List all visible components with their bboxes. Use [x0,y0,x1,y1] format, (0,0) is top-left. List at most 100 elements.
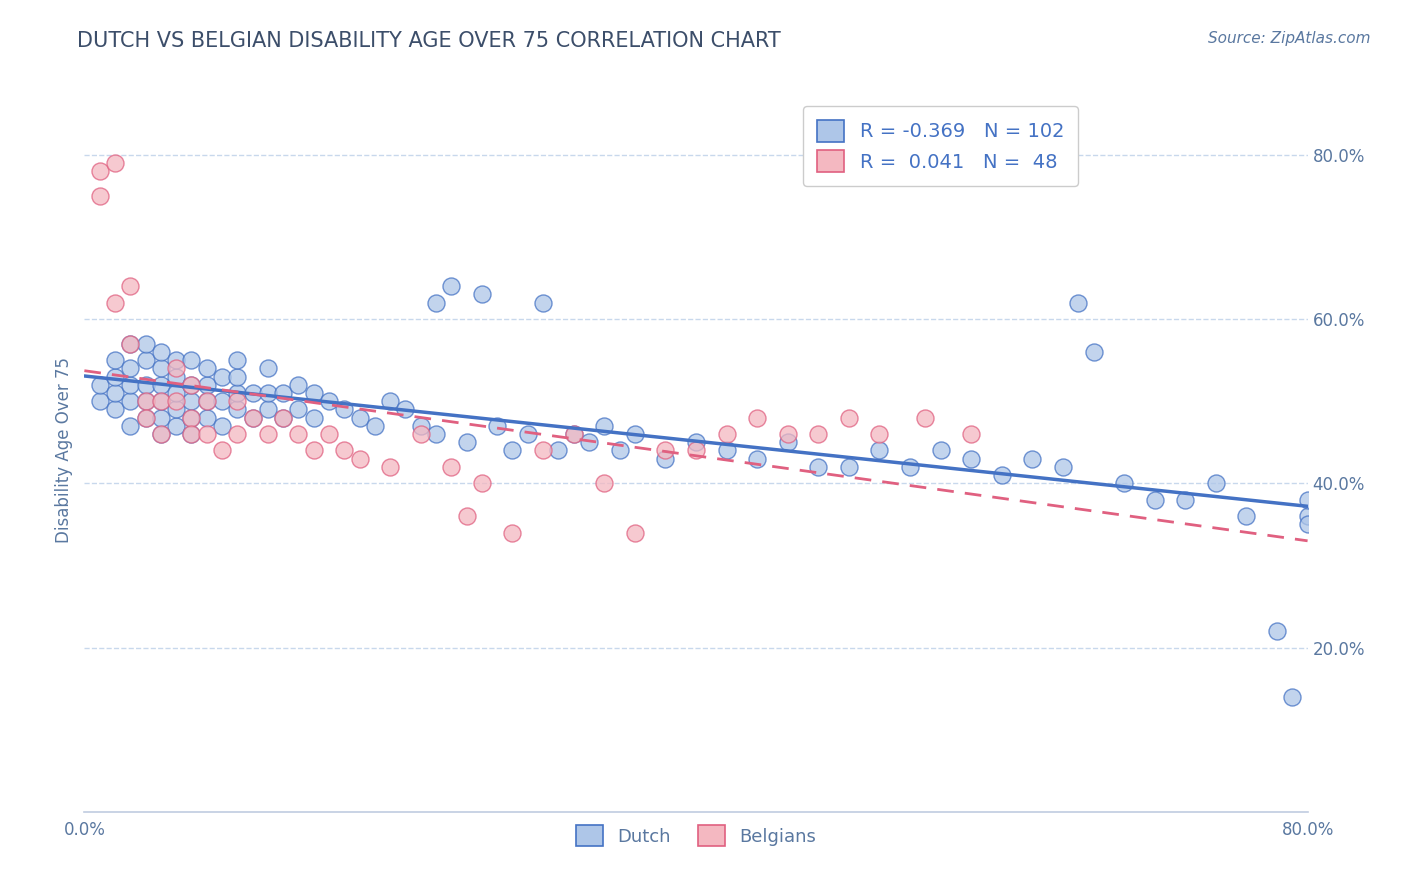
Point [747,410,769,425]
Point [440,279,463,293]
Point [869,427,891,442]
Point [149,361,172,376]
Point [914,410,936,425]
Point [302,410,325,425]
Point [394,402,416,417]
Point [456,509,478,524]
Point [302,386,325,401]
Point [242,386,264,401]
Point [180,394,202,409]
Point [120,336,142,351]
Point [195,427,218,442]
Point [516,427,538,442]
Point [502,525,524,540]
Point [531,295,554,310]
Point [1296,492,1319,507]
Point [1114,476,1136,491]
Text: Source: ZipAtlas.com: Source: ZipAtlas.com [1208,31,1371,46]
Point [180,410,202,425]
Point [89,164,111,178]
Point [120,279,142,293]
Point [287,427,309,442]
Point [380,459,402,474]
Point [195,410,218,425]
Point [562,427,585,442]
Point [180,377,202,392]
Point [104,295,127,310]
Point [562,427,585,442]
Point [242,410,264,425]
Point [716,443,738,458]
Point [486,418,509,433]
Point [135,336,157,351]
Point [1296,517,1319,532]
Point [807,459,830,474]
Point [149,410,172,425]
Point [135,394,157,409]
Point [1174,492,1197,507]
Point [195,394,218,409]
Point [104,369,127,384]
Point [349,410,371,425]
Point [960,451,983,466]
Point [89,189,111,203]
Point [747,451,769,466]
Point [287,402,309,417]
Point [180,353,202,368]
Point [242,410,264,425]
Point [180,410,202,425]
Point [165,353,187,368]
Point [226,427,249,442]
Point [257,402,280,417]
Point [226,402,249,417]
Point [287,377,309,392]
Point [226,394,249,409]
Point [578,435,600,450]
Point [776,427,799,442]
Point [364,418,387,433]
Point [1021,451,1043,466]
Point [211,443,233,458]
Point [593,476,616,491]
Point [929,443,952,458]
Point [104,386,127,401]
Point [838,410,860,425]
Point [685,443,707,458]
Point [838,459,860,474]
Point [502,443,524,458]
Point [716,427,738,442]
Point [226,386,249,401]
Point [471,287,494,301]
Point [271,410,294,425]
Point [898,459,921,474]
Point [89,377,111,392]
Point [1067,295,1090,310]
Point [1205,476,1227,491]
Point [165,386,187,401]
Point [471,476,494,491]
Point [654,451,676,466]
Point [1296,509,1319,524]
Point [180,377,202,392]
Point [165,369,187,384]
Point [380,394,402,409]
Point [1143,492,1166,507]
Point [104,156,127,170]
Point [609,443,631,458]
Point [135,394,157,409]
Point [120,336,142,351]
Point [1052,459,1074,474]
Point [165,418,187,433]
Point [1236,509,1258,524]
Point [165,394,187,409]
Point [120,394,142,409]
Point [89,394,111,409]
Y-axis label: Disability Age Over 75: Disability Age Over 75 [55,358,73,543]
Point [120,361,142,376]
Point [165,402,187,417]
Point [135,377,157,392]
Point [149,345,172,359]
Point [226,369,249,384]
Point [869,443,891,458]
Point [349,451,371,466]
